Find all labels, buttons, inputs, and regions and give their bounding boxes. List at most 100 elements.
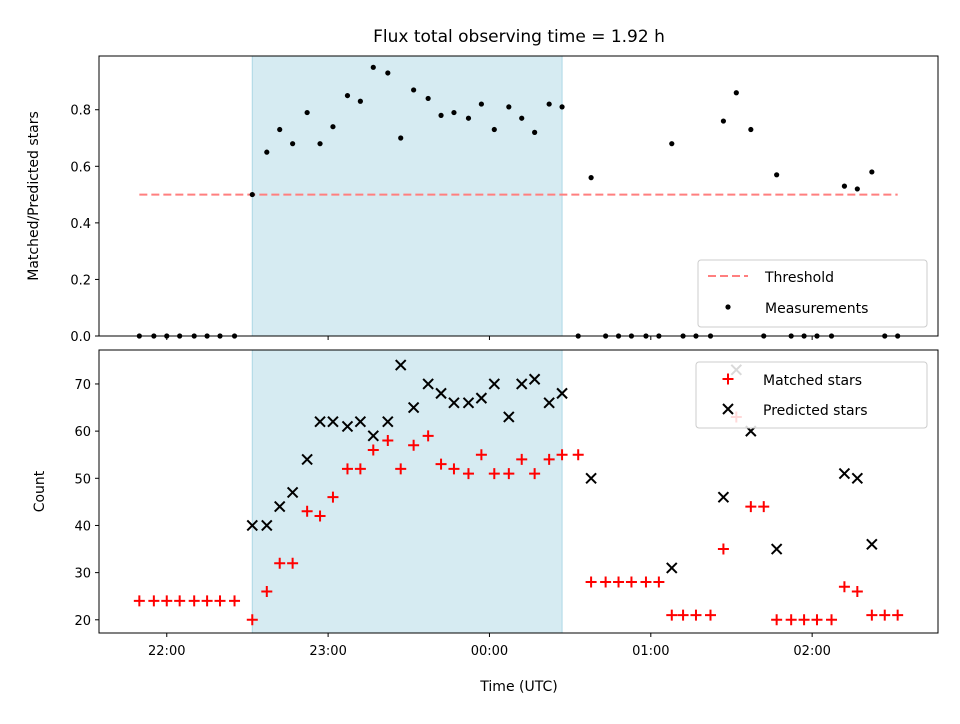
data-point bbox=[841, 183, 848, 189]
data-point bbox=[543, 453, 555, 465]
data-point bbox=[382, 435, 394, 447]
plot-frame bbox=[98, 55, 939, 337]
x-axis-label: Time (UTC) bbox=[479, 679, 557, 695]
data-point bbox=[344, 92, 351, 99]
y-tick-label: 0.0 bbox=[70, 330, 91, 345]
legend-measurements-label: Measurements bbox=[765, 301, 868, 317]
data-point bbox=[770, 543, 783, 555]
data-point bbox=[357, 98, 363, 104]
data-point bbox=[785, 614, 797, 626]
chart-title: Flux total observing time = 1.92 h bbox=[373, 27, 665, 47]
x-tick-label: 22:00 bbox=[148, 644, 185, 659]
data-point bbox=[720, 118, 727, 124]
data-point bbox=[385, 70, 391, 76]
data-point bbox=[367, 430, 379, 442]
data-point bbox=[435, 458, 447, 470]
data-point bbox=[758, 501, 770, 513]
y-tick-label: 0.6 bbox=[70, 160, 91, 175]
data-point bbox=[354, 463, 366, 475]
plot-frame bbox=[98, 349, 939, 634]
data-point bbox=[475, 449, 487, 461]
y-tick-label: 60 bbox=[74, 425, 91, 440]
data-point bbox=[733, 90, 739, 96]
data-point bbox=[669, 141, 675, 147]
y-tick-label: 20 bbox=[74, 614, 91, 629]
data-point bbox=[290, 141, 296, 147]
data-point bbox=[301, 453, 313, 466]
data-point bbox=[585, 576, 597, 588]
y-tick-label: 0.4 bbox=[70, 217, 91, 232]
data-point bbox=[866, 609, 878, 621]
data-point bbox=[588, 175, 594, 181]
data-point bbox=[438, 112, 444, 118]
data-point bbox=[866, 538, 878, 551]
legend-predicted-swatch bbox=[722, 403, 734, 415]
data-point bbox=[556, 449, 568, 461]
data-point bbox=[854, 186, 860, 192]
data-point bbox=[869, 169, 875, 175]
observing-window-shade bbox=[252, 350, 563, 633]
legend-predicted-label: Predicted stars bbox=[763, 403, 868, 419]
data-point bbox=[491, 126, 497, 133]
data-point bbox=[640, 576, 652, 588]
data-point bbox=[851, 472, 864, 485]
data-point bbox=[395, 463, 407, 475]
x-tick-label: 01:00 bbox=[632, 644, 669, 659]
data-point bbox=[503, 411, 515, 423]
data-point bbox=[745, 501, 757, 513]
data-point bbox=[748, 126, 754, 133]
data-point bbox=[287, 557, 299, 569]
data-point bbox=[546, 101, 552, 107]
data-point bbox=[264, 149, 270, 155]
data-point bbox=[448, 397, 460, 409]
data-point bbox=[462, 397, 475, 409]
series-matched-stars bbox=[133, 411, 904, 626]
data-point bbox=[811, 614, 823, 626]
x-tick-label: 02:00 bbox=[793, 644, 830, 659]
data-point bbox=[286, 486, 299, 499]
data-point bbox=[422, 378, 434, 390]
data-point bbox=[274, 500, 286, 513]
data-point bbox=[174, 595, 186, 607]
data-point bbox=[717, 543, 729, 555]
data-point bbox=[529, 468, 541, 480]
data-point bbox=[488, 468, 500, 480]
data-point bbox=[666, 609, 678, 621]
data-point bbox=[798, 614, 810, 626]
data-point bbox=[314, 415, 326, 428]
data-point bbox=[771, 614, 783, 626]
data-point bbox=[625, 576, 637, 588]
data-point bbox=[532, 129, 538, 135]
legend: Threshold Measurements bbox=[697, 259, 928, 328]
data-point bbox=[261, 519, 273, 532]
y-axis-label: Matched/Predicted stars bbox=[26, 111, 42, 281]
data-point bbox=[465, 115, 472, 121]
data-point bbox=[341, 420, 354, 433]
data-point bbox=[161, 595, 173, 607]
data-point bbox=[451, 109, 457, 116]
data-point bbox=[892, 609, 904, 621]
data-point bbox=[246, 519, 258, 532]
data-point bbox=[407, 401, 420, 414]
legend-matched-label: Matched stars bbox=[763, 373, 862, 389]
data-point bbox=[519, 115, 525, 121]
series-predicted-stars bbox=[246, 359, 878, 574]
data-point bbox=[229, 595, 241, 607]
data-point bbox=[188, 595, 200, 607]
data-point bbox=[572, 449, 584, 461]
data-point bbox=[330, 124, 336, 130]
data-point bbox=[851, 585, 863, 597]
data-point bbox=[690, 609, 702, 621]
y-tick-label: 50 bbox=[74, 472, 91, 487]
data-point bbox=[382, 415, 394, 428]
data-point bbox=[261, 585, 273, 597]
data-point bbox=[717, 491, 730, 503]
data-point bbox=[585, 472, 597, 485]
data-point bbox=[148, 595, 160, 607]
legend-box bbox=[697, 259, 928, 328]
data-point bbox=[354, 415, 367, 428]
ratio-plot: 0.0 0.2 0.4 0.6 0.8 Matched/Predicted stars Th… bbox=[26, 55, 939, 345]
legend-box bbox=[695, 361, 928, 429]
data-point bbox=[488, 378, 501, 390]
data-point bbox=[653, 576, 665, 588]
